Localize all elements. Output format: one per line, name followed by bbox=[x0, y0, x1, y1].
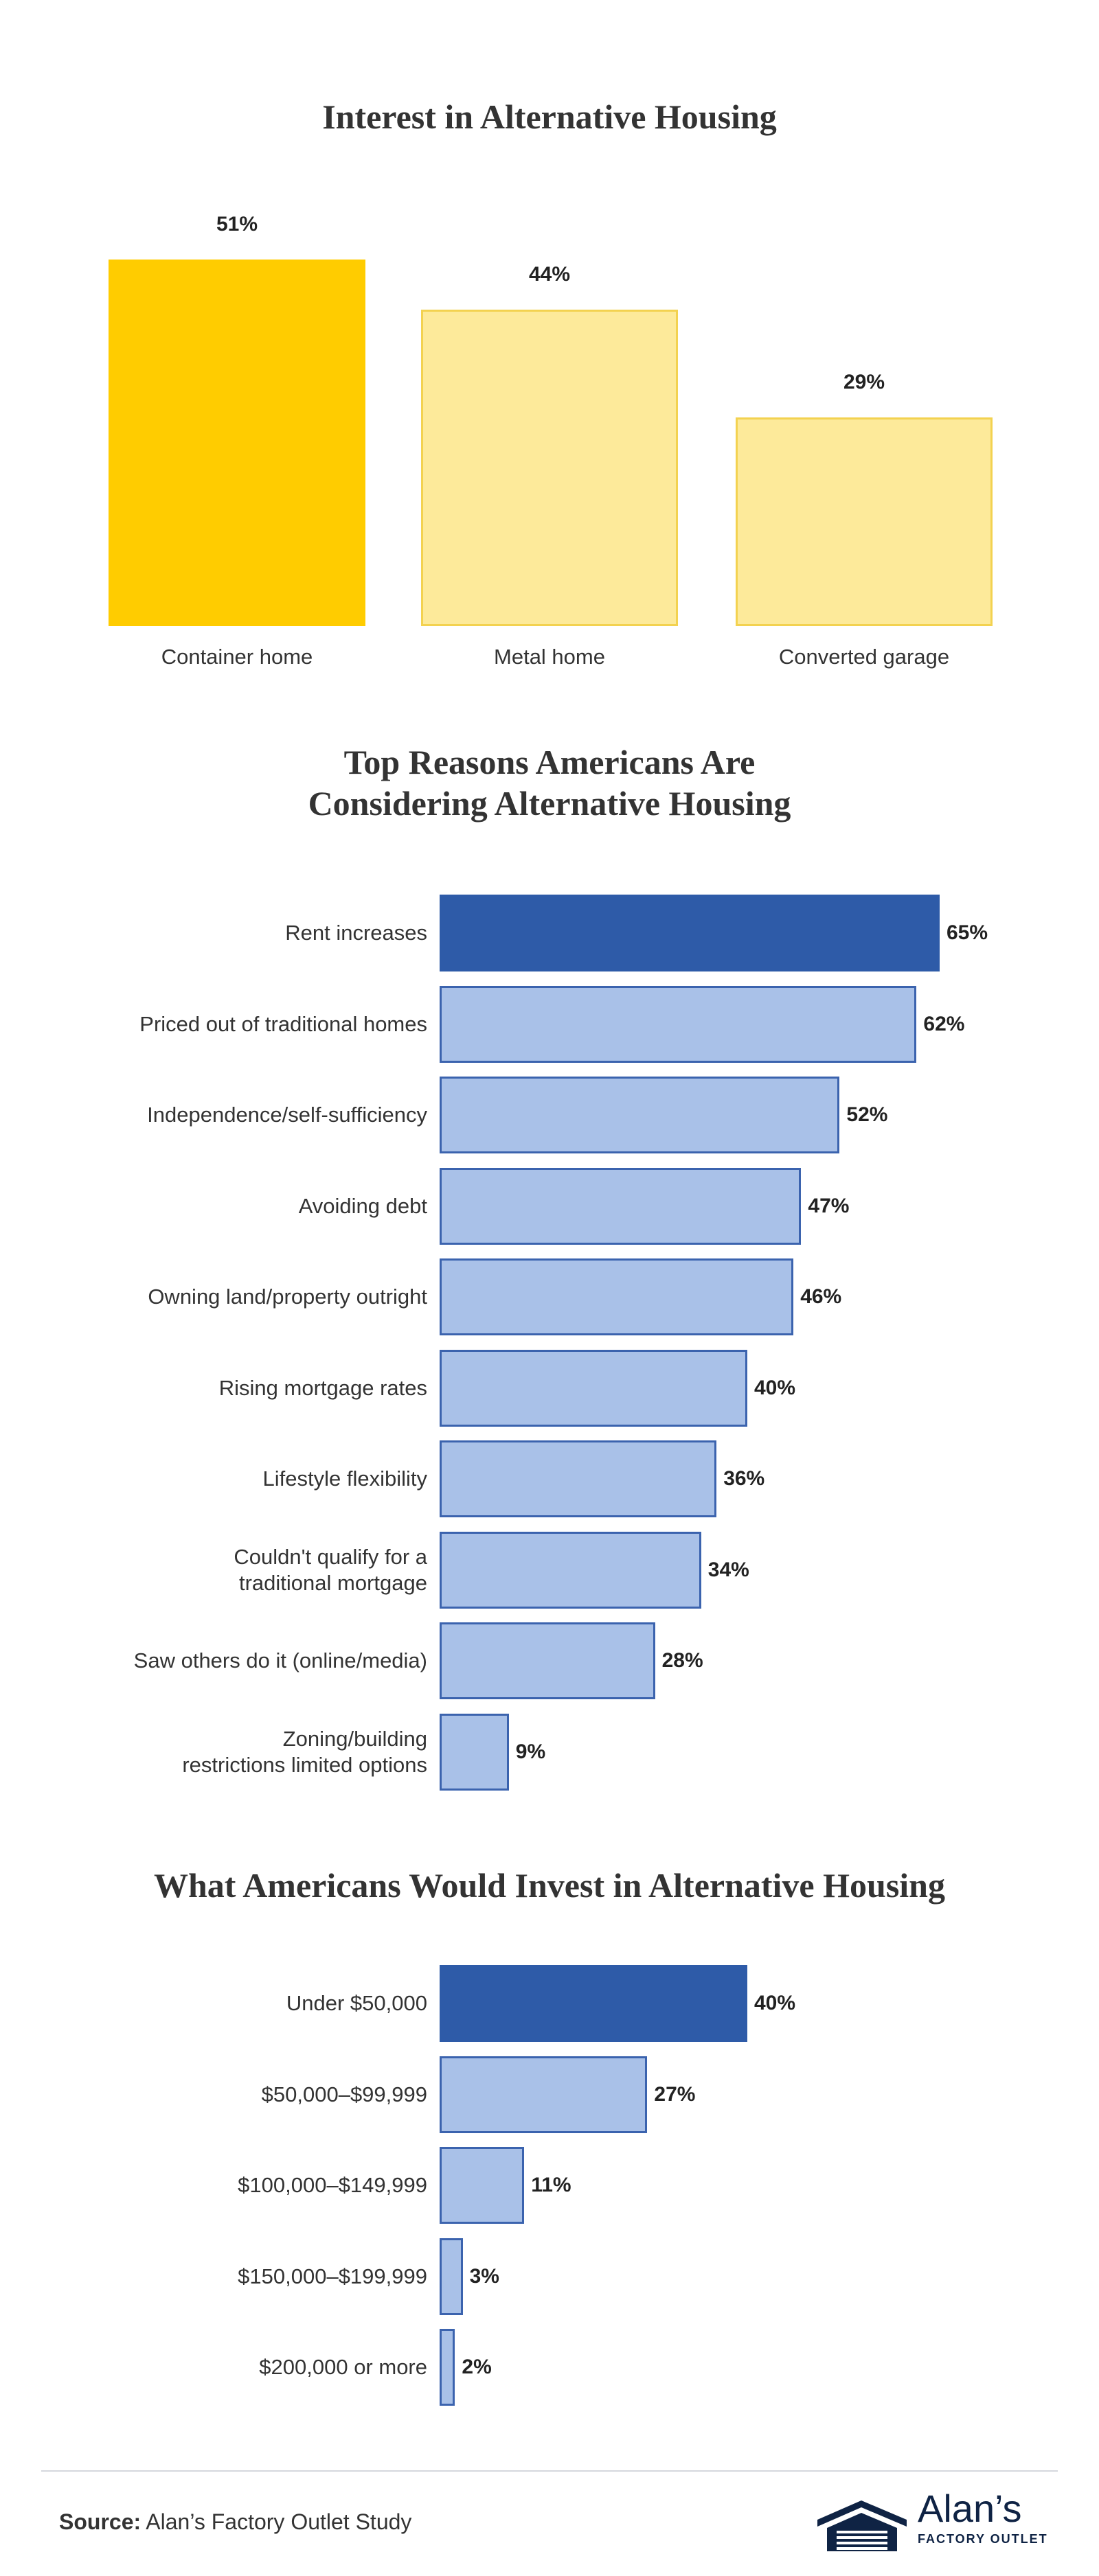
category-label: Converted garage bbox=[778, 645, 950, 669]
category-label: Rising mortgage rates bbox=[218, 1375, 427, 1400]
value-label: 2% bbox=[462, 2356, 492, 2378]
category-label: Saw others do it (online/media) bbox=[133, 1648, 427, 1672]
category-label: Avoiding debt bbox=[298, 1193, 427, 1218]
category-label: Under $50,000 bbox=[286, 1991, 427, 2015]
category-label: Zoning/building restrictions limited opt… bbox=[182, 1726, 427, 1777]
bar bbox=[440, 1349, 747, 1427]
bar bbox=[440, 985, 917, 1063]
value-label: 34% bbox=[707, 1558, 749, 1581]
value-label: 40% bbox=[754, 1376, 796, 1399]
bar bbox=[736, 417, 993, 626]
bar bbox=[109, 260, 365, 626]
source-label: Source: bbox=[59, 2509, 141, 2534]
bar bbox=[440, 1077, 840, 1153]
category-label: $150,000–$199,999 bbox=[238, 2264, 427, 2288]
bar bbox=[440, 2238, 463, 2315]
footer-rule bbox=[41, 2470, 1058, 2472]
category-label: $100,000–$149,999 bbox=[238, 2173, 427, 2197]
bar bbox=[440, 1531, 701, 1609]
bar bbox=[440, 2147, 525, 2224]
logo-icon bbox=[817, 2500, 907, 2551]
category-label: Container home bbox=[161, 645, 313, 669]
bar bbox=[440, 1167, 802, 1245]
value-label: 65% bbox=[947, 921, 988, 944]
bar bbox=[440, 1440, 717, 1517]
category-label: Metal home bbox=[494, 645, 605, 669]
category-label: Owning land/property outright bbox=[148, 1285, 427, 1309]
value-label: 52% bbox=[846, 1103, 888, 1126]
category-label: Rent increases bbox=[285, 921, 427, 945]
bar bbox=[440, 1622, 655, 1699]
value-label: 3% bbox=[469, 2264, 499, 2288]
value-label: 36% bbox=[723, 1467, 765, 1490]
value-label: 28% bbox=[661, 1649, 703, 1672]
value-label: 27% bbox=[654, 2082, 696, 2106]
bar bbox=[440, 2329, 455, 2406]
bar bbox=[440, 1713, 509, 1791]
logo-name: Alan’s bbox=[918, 2487, 1022, 2530]
value-label: 62% bbox=[923, 1012, 965, 1035]
bar bbox=[440, 2056, 648, 2133]
value-label: 9% bbox=[515, 1740, 546, 1763]
category-label: Independence/self-sufficiency bbox=[147, 1103, 427, 1127]
chart-title: Interest in Alternative Housing bbox=[322, 97, 777, 136]
bar bbox=[440, 1965, 747, 2042]
value-label: 11% bbox=[531, 2174, 571, 2196]
value-label: 46% bbox=[800, 1285, 842, 1308]
logo-tagline: FACTORY OUTLET bbox=[918, 2532, 1048, 2546]
bar bbox=[440, 1258, 794, 1335]
value-label: 40% bbox=[754, 1992, 796, 2014]
source-text: Alan’s Factory Outlet Study bbox=[146, 2509, 412, 2534]
category-label: $200,000 or more bbox=[259, 2355, 427, 2379]
bar bbox=[440, 895, 940, 971]
category-label: Couldn't qualify for a traditional mortg… bbox=[234, 1544, 427, 1595]
chart-title: Top Reasons Americans Are Considering Al… bbox=[308, 743, 791, 823]
value-label: 44% bbox=[528, 263, 571, 286]
chart-title: What Americans Would Invest in Alternati… bbox=[154, 1866, 945, 1905]
category-label: $50,000–$99,999 bbox=[261, 2082, 427, 2106]
value-label: 47% bbox=[808, 1194, 850, 1217]
category-label: Priced out of traditional homes bbox=[139, 1011, 427, 1036]
value-label: 51% bbox=[216, 213, 258, 236]
source: Source: Alan’s Factory Outlet Study bbox=[59, 2509, 411, 2535]
category-label: Lifestyle flexibility bbox=[262, 1467, 427, 1491]
bar bbox=[421, 310, 678, 626]
value-label: 29% bbox=[843, 371, 885, 394]
